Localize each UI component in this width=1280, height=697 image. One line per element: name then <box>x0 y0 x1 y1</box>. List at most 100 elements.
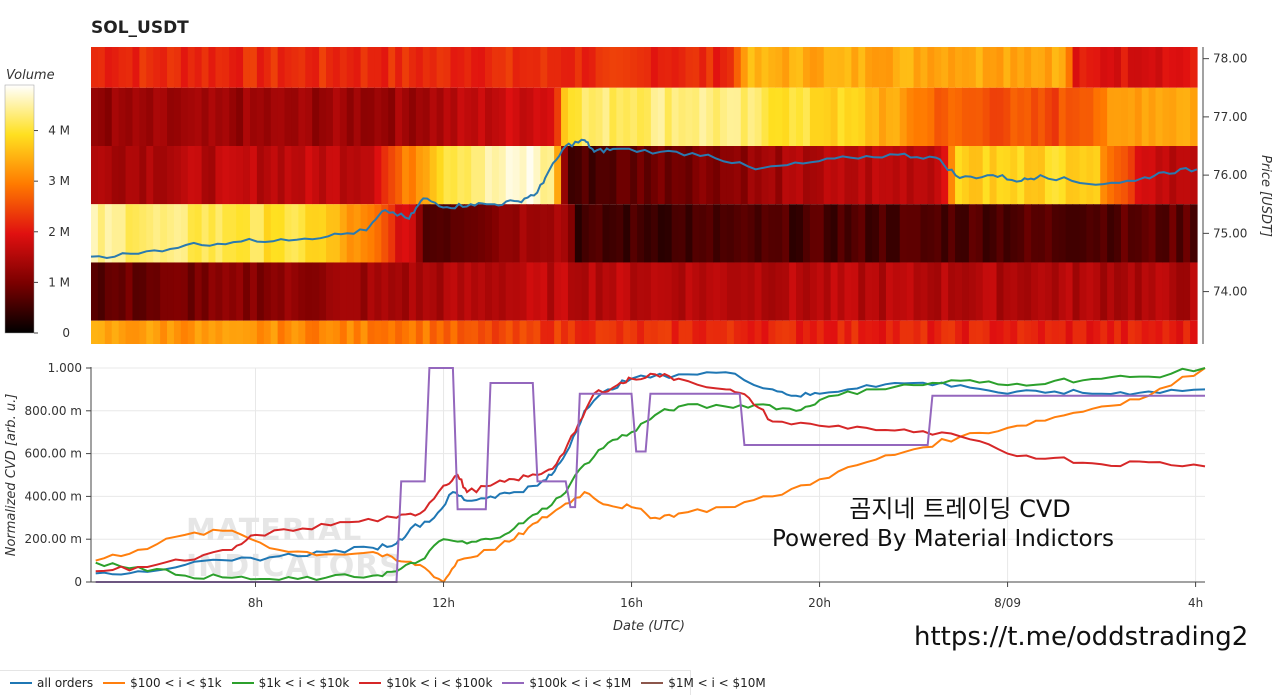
heatmap-cell <box>374 320 382 344</box>
heatmap-cell <box>581 204 590 263</box>
heatmap-cell <box>768 262 776 321</box>
heatmap-cell <box>332 146 341 205</box>
heatmap-cell <box>581 262 590 321</box>
y-tick-label: 800.00 m <box>25 404 83 418</box>
heatmap-cell <box>180 262 189 321</box>
heatmap-cell <box>1127 47 1136 88</box>
heatmap-cell <box>996 262 1005 321</box>
x-tick-label: 8h <box>248 596 263 610</box>
heatmap-cell <box>588 87 597 146</box>
heatmap-cell <box>699 204 707 263</box>
heatmap-cell <box>1024 47 1032 88</box>
heatmap-cell <box>1169 262 1177 321</box>
heatmap-cell <box>1120 47 1129 88</box>
heatmap-cell <box>540 146 548 205</box>
heatmap-cell <box>1148 47 1157 88</box>
heatmap-cell <box>332 87 341 146</box>
heatmap-cell <box>408 320 417 344</box>
heatmap-cell <box>872 262 880 321</box>
heatmap-cell <box>256 87 265 146</box>
legend-item[interactable]: $100k < i < $1M <box>502 676 631 690</box>
heatmap-cell <box>429 262 438 321</box>
heatmap-cell <box>263 146 272 205</box>
heatmap-cell <box>1017 47 1025 88</box>
heatmap-cell <box>408 87 417 146</box>
heatmap-cell <box>91 204 99 263</box>
heatmap-cell <box>111 146 120 205</box>
heatmap-cell <box>201 320 210 344</box>
heatmap-cell <box>595 204 604 263</box>
heatmap-cell <box>837 320 846 344</box>
heatmap-cell <box>326 320 334 344</box>
heatmap-cell <box>692 146 700 205</box>
heatmap-cell <box>885 47 894 88</box>
legend-item[interactable]: $100 < i < $1k <box>103 676 222 690</box>
heatmap-cell <box>567 47 576 88</box>
heatmap-cell <box>478 47 486 88</box>
heatmap-cell <box>284 320 293 344</box>
heatmap-cell <box>830 320 839 344</box>
y-tick-label: 400.00 m <box>25 489 83 503</box>
heatmap-cell <box>623 47 631 88</box>
heatmap-cell <box>305 262 313 321</box>
heatmap-cell <box>526 204 534 263</box>
heatmap-cell <box>512 320 521 344</box>
heatmap-cell <box>388 87 396 146</box>
heatmap-cell <box>616 87 624 146</box>
heatmap-cell <box>761 262 770 321</box>
heatmap-cell <box>1162 262 1170 321</box>
heatmap-cell <box>284 47 293 88</box>
heatmap-cell <box>906 47 915 88</box>
heatmap-cell <box>415 146 424 205</box>
legend-item[interactable]: all orders <box>10 676 93 690</box>
heatmap-cell <box>1100 87 1108 146</box>
heatmap-cell <box>644 146 652 205</box>
heatmap-cell <box>1072 146 1081 205</box>
heatmap-cell <box>699 320 707 344</box>
heatmap-cell <box>305 320 313 344</box>
heatmap-cell <box>851 262 859 321</box>
heatmap-cell <box>256 262 265 321</box>
heatmap-cell <box>713 262 721 321</box>
heatmap-cell <box>948 146 956 205</box>
heatmap-cell <box>602 47 611 88</box>
heatmap-cell <box>561 146 569 205</box>
heatmap-cell <box>740 320 749 344</box>
heatmap-cell <box>851 146 859 205</box>
heatmap-cell <box>519 320 528 344</box>
heatmap-cell <box>948 204 956 263</box>
heatmap-cell <box>630 87 638 146</box>
heatmap-cell <box>215 87 223 146</box>
legend-item[interactable]: $1k < i < $10k <box>231 676 349 690</box>
heatmap-cell <box>761 204 770 263</box>
heatmap-cell <box>478 262 486 321</box>
heatmap-cell <box>796 146 804 205</box>
legend-item[interactable]: $1M < i < $10M <box>641 676 766 690</box>
heatmap-cell <box>139 47 147 88</box>
heatmap-cell <box>761 320 770 344</box>
heatmap-cell <box>1176 47 1184 88</box>
heatmap-cell <box>1058 320 1067 344</box>
heatmap-cell <box>637 204 645 263</box>
heatmap-cell <box>595 320 604 344</box>
heatmap-cell <box>187 146 196 205</box>
heatmap-cell <box>346 146 355 205</box>
heatmap-cell <box>927 87 935 146</box>
heatmap-cell <box>436 146 445 205</box>
heatmap-cell <box>194 87 203 146</box>
legend-item[interactable]: $10k < i < $100k <box>359 676 492 690</box>
heatmap-cell <box>236 87 244 146</box>
cvd-x-axis-title: Date (UTC) <box>613 619 685 634</box>
heatmap-cell <box>153 204 161 263</box>
heatmap-cell <box>789 87 797 146</box>
heatmap-cell <box>975 87 984 146</box>
heatmap-cell <box>450 87 458 146</box>
heatmap-cell <box>948 47 956 88</box>
price-tick-label: 74.00 <box>1213 285 1247 299</box>
heatmap-cell <box>277 204 286 263</box>
heatmap-cell <box>298 146 306 205</box>
heatmap-cell <box>1155 47 1164 88</box>
heatmap-cell <box>941 47 949 88</box>
heatmap-cell <box>989 320 998 344</box>
heatmap-cell <box>975 262 984 321</box>
